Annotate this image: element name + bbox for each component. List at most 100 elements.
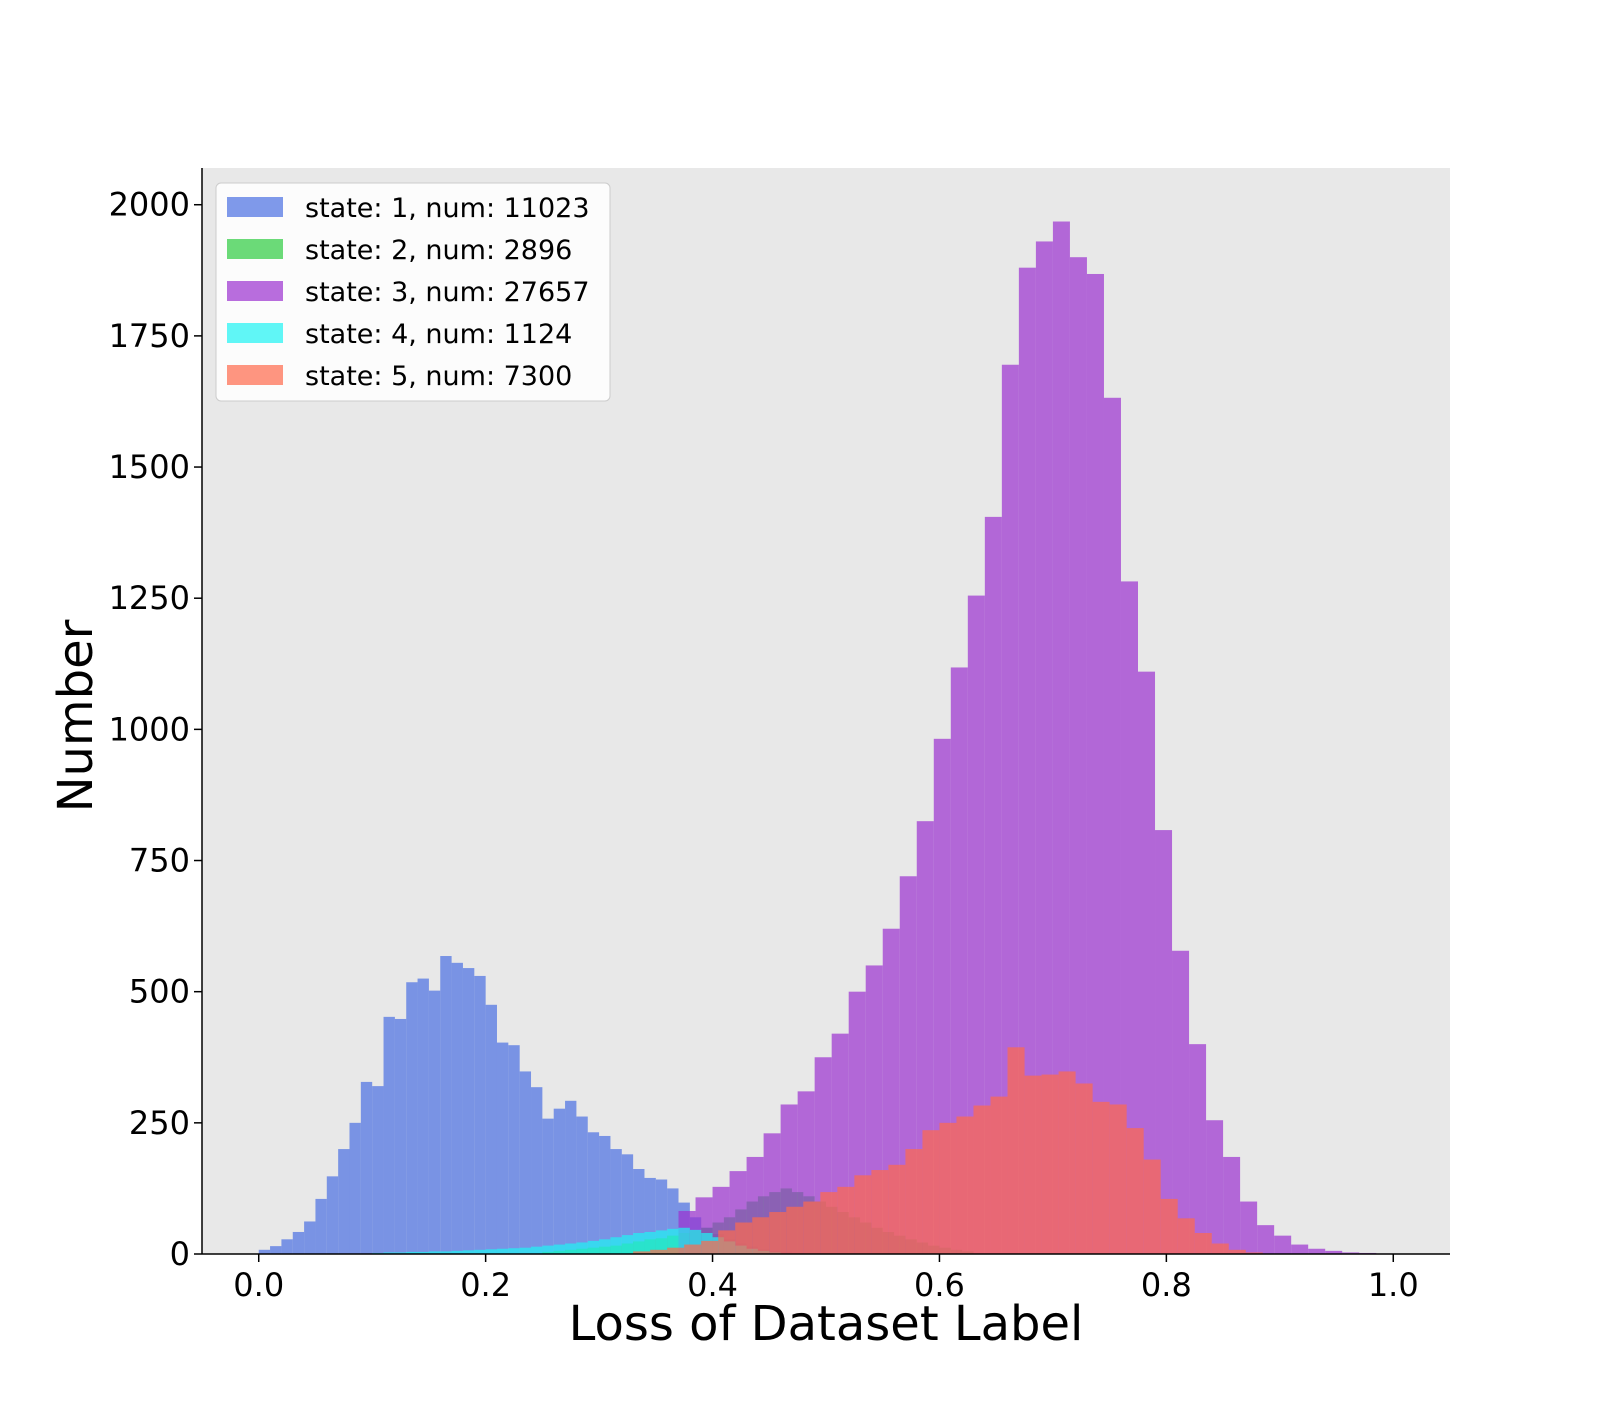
histogram-bar (1228, 1249, 1246, 1254)
histogram-bar (531, 1087, 543, 1254)
legend-swatch (227, 197, 283, 217)
histogram-bar (1342, 1252, 1360, 1254)
histogram-bar (599, 1239, 611, 1254)
histogram-bar (1018, 267, 1036, 1254)
y-tick-label: 1250 (109, 579, 190, 617)
histogram-bar (678, 1227, 690, 1254)
histogram-bar (650, 1249, 668, 1254)
histogram-bar (718, 1230, 736, 1254)
histogram-bar (1291, 1244, 1309, 1254)
legend-entry-label: state: 2, num: 2896 (305, 235, 572, 266)
y-tick-label: 1750 (109, 317, 190, 355)
histogram-bar (508, 1248, 520, 1254)
histogram-bar (1069, 257, 1087, 1254)
histogram-bar (451, 962, 463, 1254)
histogram-bar (621, 1154, 634, 1254)
y-tick-label: 1000 (109, 710, 190, 748)
histogram-bar (973, 1105, 991, 1254)
histogram-bar (1274, 1235, 1292, 1254)
y-tick-label: 2000 (109, 186, 190, 224)
histogram-bar (531, 1246, 543, 1254)
histogram-bar (406, 982, 418, 1254)
legend-entry-label: state: 3, num: 27657 (305, 277, 590, 308)
histogram-bar (519, 1071, 532, 1254)
histogram-bar (956, 1116, 974, 1254)
histogram-bar (684, 1244, 702, 1254)
histogram-bar (967, 595, 985, 1254)
histogram-bar (950, 667, 968, 1254)
histogram-bar (462, 1250, 475, 1254)
histogram-bar (565, 1243, 577, 1254)
histogram-bar (922, 1130, 940, 1254)
y-ticks-layer: 0 250 500 750 1000 1250 1500 1750 2000 (109, 186, 202, 1273)
histogram-bar (655, 1179, 668, 1254)
histogram-bar (633, 1233, 645, 1254)
histogram-bar (1024, 1075, 1042, 1254)
histogram-bar (644, 1231, 656, 1254)
histogram-bar (1007, 1047, 1025, 1254)
histogram-bar (474, 1249, 486, 1254)
histogram-bar (304, 1221, 316, 1254)
series-5-bars (633, 1047, 1263, 1254)
histogram-bar (417, 1251, 429, 1254)
histogram-bar (610, 1237, 622, 1254)
y-tick-label: 750 (129, 842, 190, 880)
histogram-bar (406, 1251, 418, 1254)
series-3-bars (678, 221, 1394, 1255)
histogram-bar (1143, 1159, 1161, 1254)
histogram-bar (667, 1228, 679, 1254)
legend: state: 1, num: 11023 state: 2, num: 2896 s… (215, 182, 611, 402)
histogram-bar (990, 1096, 1008, 1254)
histogram-bar (633, 1251, 651, 1254)
histogram-bar (440, 956, 452, 1254)
histogram-bar (1126, 1128, 1144, 1254)
histogram-bar (394, 1252, 407, 1254)
x-ticks-layer: 0.0 0.2 0.4 0.6 0.8 1.0 (233, 1254, 1419, 1304)
histogram-bar (667, 1188, 679, 1254)
histogram-bar (428, 1251, 441, 1254)
histogram-bar (1325, 1250, 1343, 1254)
histogram-bar (1172, 950, 1190, 1254)
histogram-bar (338, 1149, 350, 1254)
histogram-bar (360, 1081, 373, 1254)
histogram-bar (383, 1016, 395, 1254)
bars-layer (258, 221, 1394, 1255)
histogram-bar (1058, 1071, 1076, 1254)
histogram-bar (542, 1245, 554, 1254)
legend-swatch (227, 281, 283, 301)
histogram-bar (610, 1149, 622, 1254)
histogram-bar (519, 1247, 532, 1254)
x-tick-label: 0.8 (1141, 1266, 1192, 1304)
histogram-bar (1075, 1083, 1093, 1254)
histogram-bar (1177, 1218, 1195, 1254)
histogram-bar (871, 1170, 889, 1254)
histogram-bar (258, 1249, 271, 1254)
histogram-bar (372, 1086, 384, 1254)
histogram-bar (1206, 1120, 1224, 1254)
histogram-bar (888, 1164, 906, 1254)
histogram-bar (508, 1045, 520, 1254)
legend-swatch (227, 365, 283, 385)
histogram-bar (633, 1169, 645, 1254)
histogram-bar (1160, 1198, 1178, 1254)
histogram-bar (485, 1004, 497, 1254)
legend-swatch (227, 239, 283, 259)
histogram-bar (1120, 581, 1138, 1254)
histogram-bar (1035, 241, 1053, 1254)
histogram-bar (587, 1132, 600, 1254)
histogram-bar (428, 990, 441, 1254)
histogram-bar (1189, 1044, 1207, 1254)
histogram-bar (984, 516, 1002, 1254)
histogram-bar (1138, 671, 1156, 1254)
histogram-bar (349, 1122, 361, 1254)
histogram-bar (1109, 1104, 1127, 1254)
x-tick-label: 0.2 (460, 1266, 511, 1304)
histogram-bar (735, 1222, 753, 1254)
histogram-bar (315, 1198, 327, 1254)
y-tick-label: 500 (129, 973, 190, 1011)
histogram-bar (440, 1251, 452, 1254)
legend-entry-label: state: 5, num: 7300 (305, 361, 572, 392)
histogram-bar (1155, 830, 1173, 1254)
histogram-bar (576, 1116, 588, 1254)
